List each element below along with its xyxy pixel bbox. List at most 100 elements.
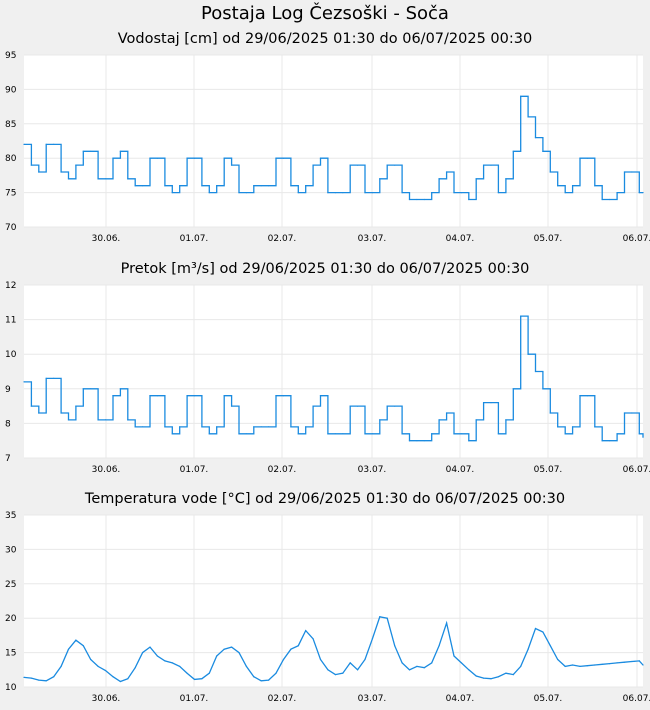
data-point <box>319 157 322 159</box>
data-point <box>572 426 574 428</box>
data-point <box>386 617 388 619</box>
data-point <box>75 164 77 166</box>
data-point <box>483 164 485 166</box>
data-point <box>549 645 551 647</box>
data-point <box>297 433 299 435</box>
data-point <box>512 674 514 676</box>
y-tick-label: 9 <box>5 385 11 395</box>
data-point <box>193 395 196 397</box>
data-point <box>275 157 277 159</box>
data-point <box>408 440 411 442</box>
data-point <box>127 419 129 421</box>
data-point <box>67 419 70 421</box>
x-tick-label: 30.06. <box>92 694 121 704</box>
data-point <box>534 370 537 373</box>
x-tick-label: 06.07. <box>623 465 650 475</box>
data-point <box>334 674 336 676</box>
x-tick-label: 30.06. <box>92 234 121 244</box>
data-point <box>638 433 640 435</box>
y-tick-label: 70 <box>5 223 17 233</box>
data-point <box>431 192 433 194</box>
data-point <box>282 658 285 661</box>
data-point <box>112 676 114 678</box>
data-point <box>631 660 633 663</box>
data-point <box>357 405 359 407</box>
data-point <box>453 433 455 435</box>
y-tick-label: 95 <box>5 51 16 61</box>
data-point <box>609 440 611 442</box>
x-tick-label: 01.07. <box>180 694 209 704</box>
data-point <box>149 157 151 159</box>
data-point <box>505 178 507 180</box>
data-point <box>312 164 314 166</box>
data-point <box>423 198 425 201</box>
data-point <box>423 440 425 442</box>
x-tick-label: 06.07. <box>623 694 650 704</box>
data-point <box>379 616 381 618</box>
data-point <box>23 381 25 383</box>
data-point <box>82 150 84 152</box>
data-point <box>579 665 581 668</box>
data-point <box>23 676 25 679</box>
data-point <box>134 185 136 187</box>
data-point <box>364 658 366 661</box>
data-point <box>297 645 299 647</box>
data-point <box>53 676 55 678</box>
series-line <box>24 95 643 201</box>
data-point <box>171 433 173 435</box>
data-point <box>119 150 121 152</box>
data-point <box>268 426 270 428</box>
page-title: Postaja Log Čezsoški - Soča <box>201 3 449 24</box>
data-point <box>238 433 240 435</box>
data-point <box>408 198 411 201</box>
data-point <box>572 664 574 666</box>
chart-2-panel: 7 8 9 10 11 12 30.06. 01.07. 02.07. 03.07. 04.07. 0… <box>5 281 650 475</box>
y-tick-label: 7 <box>5 454 11 464</box>
data-point <box>201 678 203 680</box>
plot-area <box>24 285 643 458</box>
data-point <box>75 405 77 407</box>
data-point <box>371 192 373 194</box>
data-point <box>312 638 314 640</box>
data-point <box>349 405 351 407</box>
data-point <box>594 664 596 666</box>
data-point <box>527 116 529 118</box>
data-point <box>505 672 507 674</box>
data-point <box>557 426 559 428</box>
data-point <box>557 185 559 187</box>
x-tick-label: 01.07. <box>180 465 209 475</box>
data-point <box>216 185 218 187</box>
y-tick-label: 25 <box>5 580 16 590</box>
data-point <box>594 426 596 428</box>
data-point <box>156 395 158 397</box>
data-point <box>594 185 596 187</box>
data-point <box>401 662 403 664</box>
data-point <box>245 665 247 668</box>
data-point <box>386 405 388 407</box>
y-tick-label: 35 <box>5 511 16 521</box>
data-point <box>179 665 181 668</box>
x-tick-label: 05.07. <box>534 694 563 704</box>
data-point <box>67 648 70 650</box>
data-point <box>609 663 611 665</box>
data-point <box>468 198 470 201</box>
data-point <box>104 178 107 180</box>
data-point <box>260 185 262 187</box>
plot-area <box>24 515 643 687</box>
data-point <box>82 645 84 647</box>
data-point <box>231 405 233 407</box>
data-point <box>623 171 626 173</box>
data-point <box>305 630 307 632</box>
y-tick-label: 90 <box>5 85 17 95</box>
data-point <box>134 426 136 428</box>
data-point <box>534 137 537 139</box>
data-point <box>431 662 433 664</box>
data-point <box>305 185 307 187</box>
data-point <box>468 440 470 442</box>
data-point <box>394 164 396 166</box>
y-tick-label: 10 <box>5 683 17 693</box>
data-point <box>97 178 99 180</box>
data-point <box>208 192 210 194</box>
data-point <box>601 663 603 665</box>
data-point <box>186 672 188 674</box>
